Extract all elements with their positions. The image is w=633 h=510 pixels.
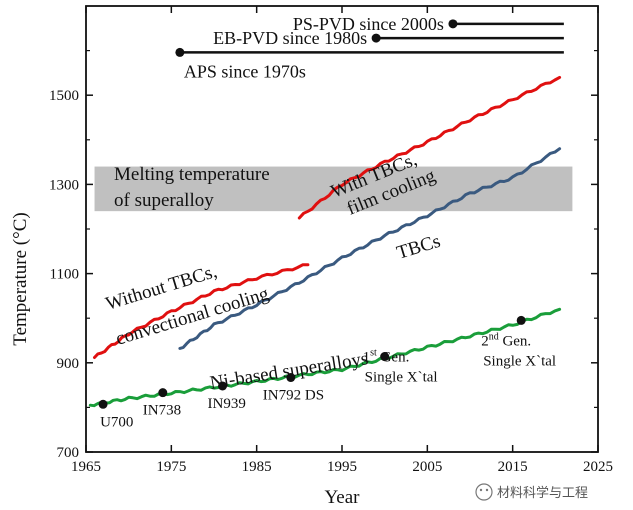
plot-frame (85, 5, 599, 453)
melting-label-line2: of superalloy (114, 190, 214, 211)
x-tick-label-1975: 1975 (156, 459, 186, 475)
x-tick-label-1985: 1985 (242, 459, 272, 475)
alloy-label-2: IN939 (208, 396, 246, 412)
wechat-icon-eye-left (479, 488, 483, 492)
x-axis-title: Year (324, 487, 360, 508)
x-tick-label-2005: 2005 (412, 459, 442, 475)
alloy-marker-4 (380, 352, 390, 362)
series-line-with-tbcs-film-cooling (297, 75, 562, 220)
y-axis-title: Temperature (°C) (10, 212, 31, 345)
x-tick-label-2015: 2015 (498, 459, 528, 475)
alloy-marker-3 (286, 373, 296, 383)
alloy-label-0: U700 (100, 414, 133, 430)
tech-start-dot-1 (371, 33, 381, 43)
y-tick-label-1300: 1300 (49, 177, 79, 193)
x-tick-label-1995: 1995 (327, 459, 357, 475)
tech-start-dot-2 (175, 47, 185, 57)
y-tick-label-900: 900 (57, 356, 80, 372)
tbcs-label: TBCs (394, 231, 443, 264)
alloy-label-3: IN792 DS (263, 388, 324, 404)
y-tick-label-1500: 1500 (49, 88, 79, 104)
wechat-icon-eye-right (485, 488, 489, 492)
melting-label-line1: Melting temperature (114, 164, 270, 185)
tech-label-0: PS-PVD since 2000s (293, 14, 444, 34)
alloy-label-5: 2nd Gen. Single X`tal (481, 331, 556, 369)
alloy-marker-2 (218, 381, 228, 391)
tech-label-2: APS since 1970s (184, 61, 306, 81)
watermark-text: 材料科学与工程 (497, 485, 588, 501)
tech-start-dot-0 (448, 19, 458, 29)
alloy-label-4: 1st Gen. Single X`tal (363, 348, 438, 386)
x-tick-label-1965: 1965 (71, 459, 101, 475)
series-line-tbcs (178, 147, 562, 350)
alloy-label-1: IN738 (143, 403, 181, 419)
series-line-without-tbcs-convectional-cooling (93, 263, 310, 359)
tech-label-1: EB-PVD since 1980s (213, 28, 367, 48)
y-tick-label-1100: 1100 (50, 267, 79, 283)
x-tick-label-2025: 2025 (583, 459, 613, 475)
alloy-marker-5 (516, 315, 526, 325)
alloy-marker-1 (158, 388, 168, 398)
y-tick-label-700: 700 (57, 445, 80, 461)
wechat-icon (475, 483, 493, 501)
alloy-marker-0 (98, 399, 108, 409)
